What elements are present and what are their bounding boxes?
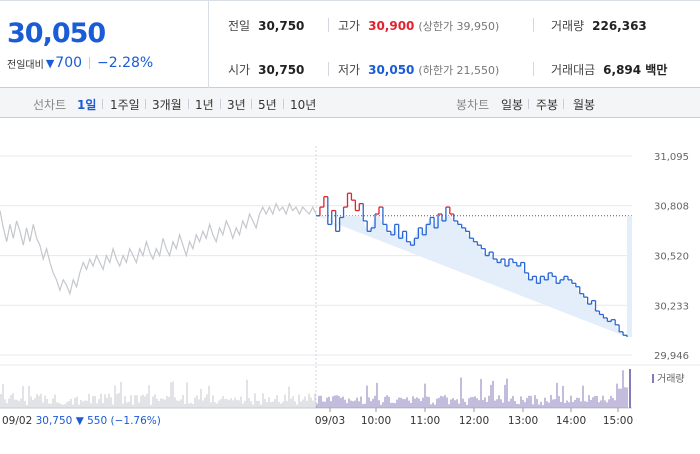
divider <box>563 99 564 109</box>
volume-label: 거래량 <box>551 19 585 33</box>
divider <box>283 99 284 109</box>
low-value: 30,050 <box>368 62 415 77</box>
tab-3years[interactable]: 3년 <box>227 98 246 112</box>
open-label: 시가 <box>228 63 251 77</box>
candle-chart-caption: 봉차트 <box>456 98 490 112</box>
high-label: 고가 <box>338 19 361 33</box>
divider <box>251 99 252 109</box>
volume: 거래량 226,363 <box>551 17 647 34</box>
y-tick-label: 31,095 <box>654 152 689 163</box>
current-price-box: 30,050 전일대비 ▼ 700 −2.28% <box>0 1 209 88</box>
x-tick-label: 12:00 <box>459 415 489 427</box>
prev-day-info-part: 09/02 <box>2 415 36 427</box>
current-price: 30,050 <box>7 18 106 49</box>
below-baseline-area <box>316 215 632 337</box>
volume-legend-swatch <box>652 374 654 383</box>
amount-label: 거래대금 <box>551 63 596 77</box>
divider <box>89 57 91 69</box>
prev-day-info: 09/02 30,750 ▼ 550 (−1.76%) <box>2 415 161 427</box>
lower-limit: (하한가 21,550) <box>418 63 500 77</box>
amount-value: 6,894 백만 <box>603 63 668 77</box>
y-tick-label: 29,946 <box>654 351 689 362</box>
prev-day-info-part: ▼ <box>76 415 87 427</box>
volume-bars <box>0 369 631 408</box>
tab-10years[interactable]: 10년 <box>290 98 317 112</box>
prev-close-value: 30,750 <box>258 18 305 33</box>
upper-limit: (상한가 39,950) <box>418 19 500 33</box>
volume-legend: 거래량 <box>657 373 685 385</box>
tab-daily-candle[interactable]: 일봉 <box>501 98 524 112</box>
y-tick-label: 30,233 <box>654 301 689 312</box>
divider <box>328 18 329 32</box>
trading-amount: 거래대금 6,894 백만 <box>551 61 667 78</box>
high-price: 고가 30,900 (상한가 39,950) <box>338 17 499 34</box>
price-lines <box>0 192 628 337</box>
tab-weekly-candle[interactable]: 주봉 <box>536 98 559 112</box>
change-caption: 전일대비 <box>7 59 44 71</box>
prev-close: 전일 30,750 <box>228 17 304 34</box>
tab-1week[interactable]: 1주일 <box>110 98 140 112</box>
divider <box>533 18 534 32</box>
low-price: 저가 30,050 (하한가 21,550) <box>338 61 499 78</box>
open-value: 30,750 <box>258 62 305 77</box>
intraday-chart: 31,095 30,808 30,520 30,233 29,946 거래량 09/03 10… <box>0 119 700 450</box>
tab-3months[interactable]: 3개월 <box>152 98 182 112</box>
x-tick-label: 13:00 <box>508 415 538 427</box>
chart-grid <box>0 146 700 409</box>
divider <box>145 99 146 109</box>
prev-day-info-part: 30,750 <box>36 415 76 427</box>
divider <box>220 99 221 109</box>
x-tick-label: 11:00 <box>410 415 440 427</box>
y-tick-label: 30,520 <box>654 252 689 263</box>
divider <box>188 99 189 109</box>
volume-value: 226,363 <box>592 18 647 33</box>
divider <box>533 62 534 76</box>
chart-period-tabs: 선차트 1일 1주일 3개월 1년 3년 5년 10년 봉차트 일봉 주봉 월봉 <box>0 88 700 118</box>
high-value: 30,900 <box>368 18 415 33</box>
prev-day-line <box>0 201 317 296</box>
divider <box>528 99 529 109</box>
y-tick-label: 30,808 <box>654 202 689 213</box>
divider <box>328 62 329 76</box>
x-tick-label: 15:00 <box>603 415 633 427</box>
change-percent: −2.28% <box>97 55 154 71</box>
prev-day-info-part: (−1.76%) <box>111 415 161 427</box>
tab-monthly-candle[interactable]: 월봉 <box>573 98 596 112</box>
chart-canvas: 31,095 30,808 30,520 30,233 29,946 거래량 09/03 10… <box>0 146 700 427</box>
low-label: 저가 <box>338 63 361 77</box>
tab-1day[interactable]: 1일 <box>77 98 97 112</box>
x-tick-label: 10:00 <box>361 415 391 427</box>
tab-1year[interactable]: 1년 <box>195 98 214 112</box>
x-tick-label: 14:00 <box>556 415 586 427</box>
fill-area <box>316 215 632 337</box>
prev-day-info-part: 550 <box>87 415 110 427</box>
chart-axes: 31,095 30,808 30,520 30,233 29,946 거래량 09/03 10… <box>2 152 689 427</box>
divider <box>102 99 103 109</box>
line-chart-caption: 선차트 <box>33 98 67 112</box>
tab-5years[interactable]: 5년 <box>258 98 277 112</box>
open-price: 시가 30,750 <box>228 61 304 78</box>
down-arrow-icon: ▼ <box>45 56 55 70</box>
price-summary: 30,050 전일대비 ▼ 700 −2.28% 전일 30,750 고가 30… <box>0 0 700 88</box>
x-tick-label: 09/03 <box>315 415 345 427</box>
change-value: 700 <box>55 55 83 71</box>
price-change: 전일대비 ▼ 700 −2.28% <box>7 55 153 71</box>
prev-close-label: 전일 <box>228 19 251 33</box>
